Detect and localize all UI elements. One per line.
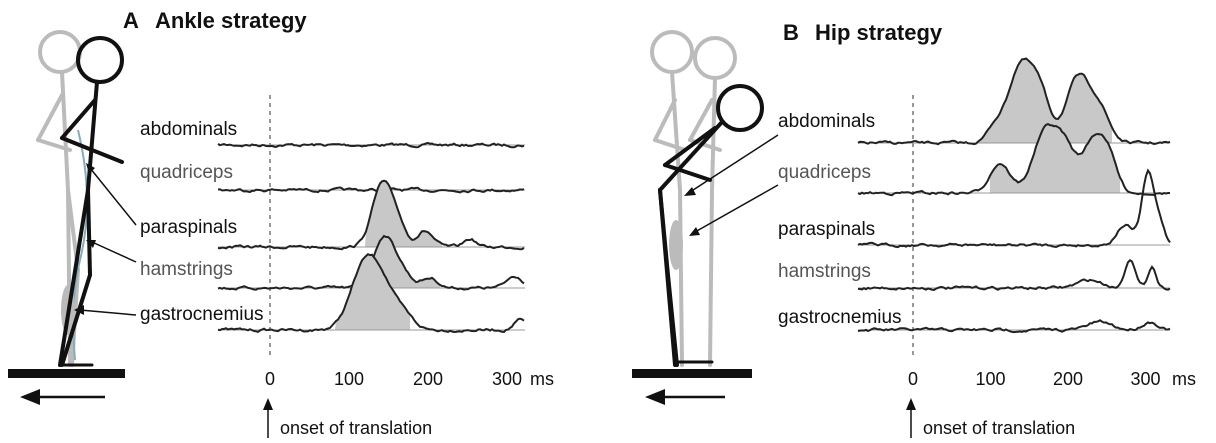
muscle-label: quadriceps: [778, 162, 871, 183]
x-tick-label: 0: [908, 369, 918, 389]
x-tick-label: 100: [334, 369, 364, 389]
annotation: onset of translation: [280, 418, 432, 438]
panel-letter: B: [783, 20, 799, 45]
muscle-label: gastrocnemius: [778, 307, 902, 328]
x-tick-label: 0: [265, 369, 275, 389]
burst-area: [335, 254, 410, 330]
muscle-label: gastrocnemius: [140, 304, 264, 325]
emg-trace: [217, 141, 525, 149]
emg-trace: [857, 168, 1171, 249]
muscle-label: abdominals: [140, 119, 237, 140]
muscle-label: paraspinals: [778, 219, 875, 240]
emg-trace: [857, 57, 1171, 146]
onset-arrowhead: [906, 398, 916, 410]
emg-trace: [217, 253, 525, 334]
emg-trace: [857, 123, 1170, 197]
panel-letter: A: [123, 8, 139, 33]
figure-b: [632, 30, 779, 405]
emg-trace: [218, 186, 525, 194]
annotation: onset of translation: [923, 418, 1075, 438]
x-unit: ms: [1172, 369, 1196, 389]
panel-title: Hip strategy: [815, 20, 943, 45]
panel-title: Ankle strategy: [155, 8, 307, 33]
onset-arrowhead: [263, 398, 273, 410]
x-unit: ms: [530, 369, 554, 389]
burst-area: [978, 58, 1112, 143]
muscle-label: quadriceps: [140, 162, 233, 183]
muscle-label: paraspinals: [140, 217, 237, 238]
muscle-label: abdominals: [778, 111, 875, 132]
muscle-label: hamstrings: [778, 261, 871, 282]
x-tick-label: 200: [413, 369, 443, 389]
emg-trace: [857, 319, 1171, 334]
x-tick-label: 300: [492, 369, 522, 389]
burst-area: [365, 180, 442, 247]
muscle-label: hamstrings: [140, 259, 233, 280]
x-tick-label: 200: [1053, 369, 1083, 389]
emg-trace: [857, 259, 1171, 292]
x-tick-label: 300: [1130, 369, 1160, 389]
figure-a: [8, 30, 137, 405]
burst-area: [990, 124, 1120, 193]
emg-trace: [217, 179, 525, 251]
x-tick-label: 100: [975, 369, 1005, 389]
